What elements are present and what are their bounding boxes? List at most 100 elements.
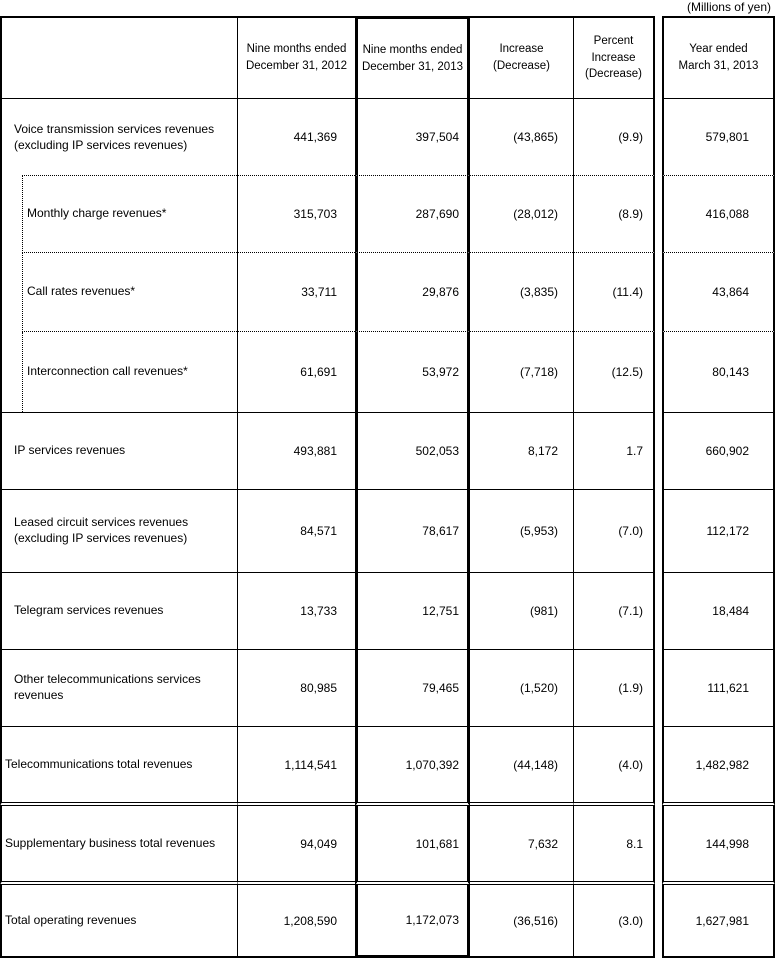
value-increase: (43,865) <box>470 99 573 176</box>
value-nine-months-2012: 493,881 <box>237 413 355 490</box>
value-nine-months-2012: 315,703 <box>237 176 355 253</box>
column-gap <box>655 176 662 253</box>
value-year-ended: 112,172 <box>662 490 775 573</box>
row-label-telegram: Telegram services revenues <box>0 573 237 650</box>
column-gap <box>655 727 662 806</box>
value-year-ended: 1,627,981 <box>662 885 775 958</box>
indent-box: Monthly charge revenues* <box>22 176 237 253</box>
value-nine-months-2013: 79,465 <box>355 650 470 727</box>
value-increase: (36,516) <box>470 885 573 958</box>
row-label-text: Monthly charge revenues* <box>27 206 167 221</box>
column-gap <box>655 885 662 958</box>
value-nine-months-2012: 61,691 <box>237 332 355 413</box>
value-increase: (1,520) <box>470 650 573 727</box>
column-gap <box>655 490 662 573</box>
column-header-year-ended: Year ended March 31, 2013 <box>662 16 775 99</box>
indent-box: Interconnection call revenues* <box>22 332 237 412</box>
value-year-ended: 80,143 <box>662 332 775 413</box>
column-gap <box>655 253 662 332</box>
value-increase: 7,632 <box>470 806 573 885</box>
column-gap <box>655 99 662 176</box>
value-year-ended: 660,902 <box>662 413 775 490</box>
value-percent-increase: (3.0) <box>573 885 655 958</box>
value-percent-increase: (7.0) <box>573 490 655 573</box>
value-nine-months-2013: 78,617 <box>355 490 470 573</box>
dotted-separator <box>22 175 237 176</box>
row-label-other-telecom: Other telecommunications services revenu… <box>0 650 237 727</box>
row-label-telecom-total: Telecommunications total revenues <box>0 727 237 806</box>
column-gap <box>655 16 662 99</box>
value-percent-increase: (9.9) <box>573 99 655 176</box>
value-year-ended: 144,998 <box>662 806 775 885</box>
value-nine-months-2012: 1,114,541 <box>237 727 355 806</box>
value-increase: (3,835) <box>470 253 573 332</box>
value-percent-increase: (12.5) <box>573 332 655 413</box>
column-gap <box>655 332 662 413</box>
value-nine-months-2013: 397,504 <box>355 99 470 176</box>
row-label-text: Call rates revenues* <box>27 284 136 299</box>
value-nine-months-2013: 53,972 <box>355 332 470 413</box>
row-label-text: Interconnection call revenues* <box>27 364 188 379</box>
value-nine-months-2012: 94,049 <box>237 806 355 885</box>
row-label-text: Total operating revenues <box>5 912 137 927</box>
row-label-text: Other telecommunications services revenu… <box>14 672 201 702</box>
row-label-ip-services: IP services revenues <box>0 413 237 490</box>
value-nine-months-2012: 80,985 <box>237 650 355 727</box>
header-corner-cell <box>0 16 237 99</box>
value-percent-increase: 8.1 <box>573 806 655 885</box>
row-label-leased-circuit: Leased circuit services revenues (exclud… <box>0 490 237 573</box>
value-nine-months-2013: 29,876 <box>355 253 470 332</box>
value-increase: (5,953) <box>470 490 573 573</box>
value-nine-months-2012: 13,733 <box>237 573 355 650</box>
row-label-text: Telecommunications total revenues <box>5 756 193 771</box>
value-percent-increase: (4.0) <box>573 727 655 806</box>
column-gap <box>655 650 662 727</box>
row-label-text: Supplementary business total revenues <box>5 835 216 850</box>
value-nine-months-2012: 441,369 <box>237 99 355 176</box>
row-label-text: Voice transmission services revenues (ex… <box>14 121 215 152</box>
value-percent-increase: (7.1) <box>573 573 655 650</box>
value-percent-increase: (11.4) <box>573 253 655 332</box>
value-nine-months-2012: 1,208,590 <box>237 885 355 958</box>
row-label-monthly-charge: Monthly charge revenues* <box>0 176 237 253</box>
value-nine-months-2012: 33,711 <box>237 253 355 332</box>
value-percent-increase: 1.7 <box>573 413 655 490</box>
column-header-increase: Increase (Decrease) <box>470 16 573 99</box>
row-label-text: Telegram services revenues <box>14 603 164 618</box>
value-year-ended: 416,088 <box>662 176 775 253</box>
column-gap <box>655 573 662 650</box>
value-increase: 8,172 <box>470 413 573 490</box>
value-nine-months-2013: 1,172,073 <box>355 885 470 958</box>
value-year-ended: 579,801 <box>662 99 775 176</box>
row-label-text: IP services revenues <box>14 443 126 458</box>
column-header-percent-increase: Percent Increase (Decrease) <box>573 16 655 99</box>
value-increase: (44,148) <box>470 727 573 806</box>
column-header-nine-months-2012: Nine months ended December 31, 2012 <box>237 16 355 99</box>
column-header-nine-months-2013: Nine months ended December 31, 2013 <box>355 16 470 99</box>
value-nine-months-2013: 287,690 <box>355 176 470 253</box>
row-label-voice-transmission: Voice transmission services revenues (ex… <box>0 99 237 176</box>
row-label-call-rates: Call rates revenues* <box>0 253 237 332</box>
value-increase: (981) <box>470 573 573 650</box>
unit-note: (Millions of yen) <box>686 0 771 14</box>
value-increase: (7,718) <box>470 332 573 413</box>
indent-box: Call rates revenues* <box>22 253 237 332</box>
value-nine-months-2013: 12,751 <box>355 573 470 650</box>
value-nine-months-2013: 101,681 <box>355 806 470 885</box>
row-label-interconnection: Interconnection call revenues* <box>0 332 237 413</box>
value-year-ended: 18,484 <box>662 573 775 650</box>
row-label-total-operating: Total operating revenues <box>0 885 237 958</box>
row-label-text: Leased circuit services revenues (exclud… <box>14 515 189 545</box>
value-year-ended: 111,621 <box>662 650 775 727</box>
column-gap <box>655 413 662 490</box>
value-percent-increase: (8.9) <box>573 176 655 253</box>
column-gap <box>655 806 662 885</box>
value-year-ended: 43,864 <box>662 253 775 332</box>
value-increase: (28,012) <box>470 176 573 253</box>
value-year-ended: 1,482,982 <box>662 727 775 806</box>
row-label-supplementary-total: Supplementary business total revenues <box>0 806 237 885</box>
value-nine-months-2013: 1,070,392 <box>355 727 470 806</box>
revenue-table: Nine months ended December 31, 2012 Nine… <box>0 16 775 958</box>
value-percent-increase: (1.9) <box>573 650 655 727</box>
value-nine-months-2013: 502,053 <box>355 413 470 490</box>
